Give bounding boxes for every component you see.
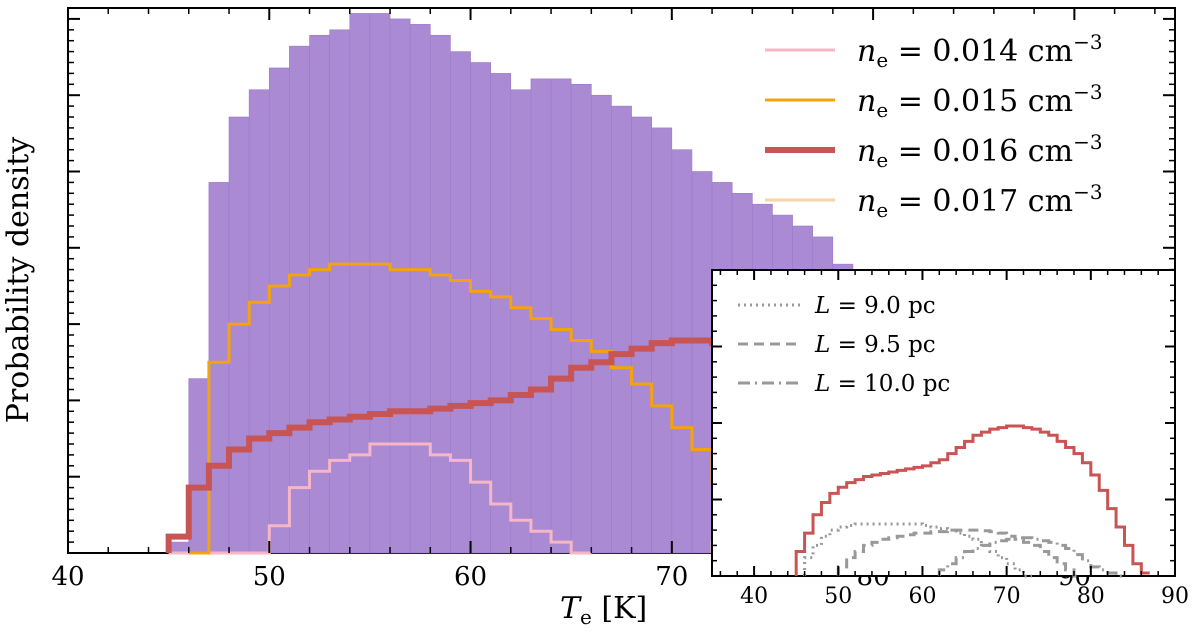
x-axis-label-sub: e [580, 605, 592, 629]
histogram-bar [550, 78, 572, 554]
inset-x-tick-label: 90 [1161, 584, 1189, 609]
x-tick-label: 60 [454, 562, 487, 592]
legend-sup: −3 [1073, 130, 1102, 154]
inset-legend-text: = 10.0 pc [830, 371, 950, 397]
histogram-bar [329, 29, 351, 554]
legend-text: = 0.015 cm [888, 84, 1073, 119]
inset-legend-symbol: L [814, 371, 830, 397]
histogram-bar [389, 18, 411, 554]
inset-x-tick-label: 50 [824, 584, 852, 609]
histogram-bar [611, 105, 632, 554]
legend-symbol: n [857, 34, 876, 69]
histogram-bar [409, 24, 431, 554]
histogram-bar [490, 73, 512, 554]
legend-sup: −3 [1073, 180, 1102, 204]
inset-ticks: 40 50 60 70 80 90 [712, 269, 1189, 609]
histogram-bar [429, 34, 451, 554]
legend-text: = 0.017 cm [888, 184, 1073, 219]
inset-step-line-L9-0 [803, 522, 1032, 578]
y-axis-label: Probability density [1, 137, 36, 424]
legend-label: ne = 0.014 cm−3 [857, 30, 1103, 72]
inset-legend-label: L = 9.5 pc [814, 332, 936, 358]
legend-sub: e [876, 48, 888, 72]
legend-symbol: n [857, 134, 876, 169]
histogram-bar [268, 67, 290, 554]
legend-sub: e [876, 198, 888, 222]
legend-sub: e [876, 148, 888, 172]
inset-step-line-total [794, 424, 1150, 576]
histogram-bar [349, 13, 371, 554]
histogram-bar [168, 541, 190, 554]
histogram-bar [671, 149, 693, 554]
legend-sub: e [876, 98, 888, 122]
inset-legend-symbol: L [814, 293, 830, 319]
inset-legend-label: L = 9.0 pc [814, 293, 936, 319]
inset-plot: 40 50 60 70 80 90 L = 9.0 pcL = 9.5 pcL = 10.… [711, 269, 1189, 609]
inset-x-tick-label: 80 [1077, 584, 1105, 609]
histogram-bar [570, 84, 592, 554]
legend-label: ne = 0.017 cm−3 [857, 180, 1103, 222]
inset-x-tick-label: 40 [740, 584, 768, 609]
inset-legend: L = 9.0 pcL = 9.5 pcL = 10.0 pc [738, 293, 950, 397]
histogram-bar [691, 171, 713, 554]
histogram-bar [591, 94, 612, 554]
histogram-bar [631, 116, 652, 554]
step-line-ne014 [168, 442, 592, 555]
legend-symbol: n [857, 184, 876, 219]
x-tick-label: 50 [253, 562, 286, 592]
legend-label: ne = 0.016 cm−3 [857, 130, 1103, 172]
x-axis-label: Te [K] [560, 591, 647, 629]
histogram-bar [470, 62, 491, 554]
histogram-bar [228, 116, 250, 554]
histogram-bar [369, 13, 391, 554]
x-tick-label: 40 [51, 562, 84, 592]
inset-step-line-L10-0 [937, 536, 1125, 578]
legend-sup: −3 [1073, 30, 1102, 54]
inset-step-histograms [794, 424, 1150, 578]
inset-legend-text: = 9.0 pc [830, 293, 935, 319]
histogram-bar [289, 45, 310, 554]
inset-plot-background [712, 270, 1175, 576]
histogram-bar [530, 78, 552, 554]
histogram-bar [188, 378, 210, 554]
histogram-bar [450, 51, 471, 554]
histogram-bar [248, 89, 270, 554]
main-legend: ne = 0.014 cm−3ne = 0.015 cm−3ne = 0.016… [765, 30, 1103, 222]
legend-text: = 0.016 cm [888, 134, 1073, 169]
inset-x-tick-label: 70 [993, 584, 1021, 609]
inset-legend-symbol: L [814, 332, 830, 358]
histogram-bar [309, 34, 330, 554]
x-axis-label-symbol: T [560, 591, 582, 626]
inset-legend-text: = 9.5 pc [830, 332, 935, 358]
histogram-bar [510, 89, 532, 554]
x-axis-label-unit: [K] [592, 591, 647, 626]
legend-text: = 0.014 cm [888, 34, 1073, 69]
legend-sup: −3 [1073, 80, 1102, 104]
legend-symbol: n [857, 84, 876, 119]
histogram-bar [208, 182, 230, 554]
legend-label: ne = 0.015 cm−3 [857, 80, 1103, 122]
inset-x-tick-label: 60 [908, 584, 936, 609]
inset-step-line-L9-5 [836, 528, 1083, 578]
x-tick-label: 70 [655, 562, 688, 592]
inset-legend-label: L = 10.0 pc [814, 371, 950, 397]
